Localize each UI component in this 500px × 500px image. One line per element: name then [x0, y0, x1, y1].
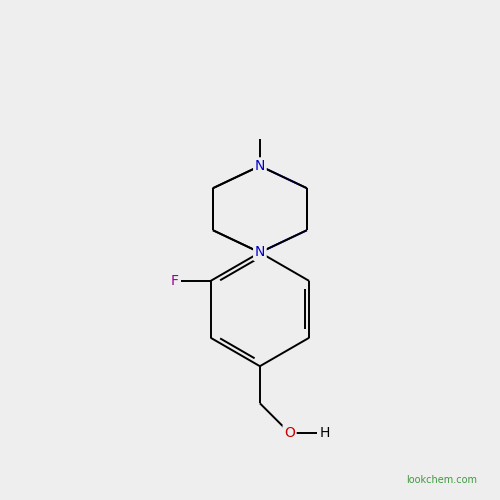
Text: lookchem.com: lookchem.com: [406, 475, 478, 485]
Text: F: F: [170, 274, 178, 288]
Text: N: N: [254, 159, 265, 173]
Text: N: N: [254, 246, 265, 260]
Text: O: O: [284, 426, 295, 440]
Text: H: H: [319, 426, 330, 440]
